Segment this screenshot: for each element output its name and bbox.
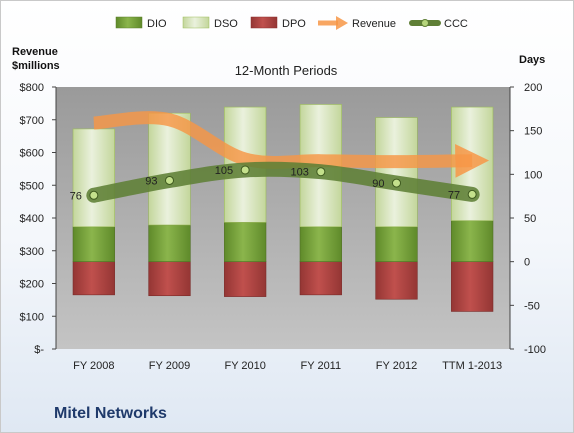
ccc-point	[467, 189, 477, 199]
bar-dpo	[299, 261, 342, 296]
chart-title: 12-Month Periods	[235, 63, 338, 78]
x-tick-label: TTM 1-2013	[442, 360, 502, 372]
legend-item-dso: DSO	[182, 16, 238, 30]
bar-dio	[375, 226, 418, 262]
ccc-line	[86, 161, 480, 203]
left-tick-label: $800	[20, 82, 44, 94]
right-axis-title: Days	[519, 54, 545, 66]
plot-area	[56, 87, 510, 349]
right-tick-label: 50	[524, 213, 536, 225]
left-tick-label: $400	[20, 213, 44, 225]
bar-dio	[72, 226, 115, 262]
ccc-point	[89, 190, 99, 200]
ccc-point	[165, 175, 174, 185]
right-tick-label: -100	[524, 344, 546, 356]
ccc-data-label: 103	[290, 167, 308, 179]
ccc-data-label: 90	[372, 178, 384, 190]
left-axis-title-line2: $millions	[12, 60, 60, 72]
left-tick-label: $300	[20, 246, 44, 258]
left-tick-label: $200	[20, 279, 44, 291]
legend-label-ccc: CCC	[444, 18, 468, 30]
legend-item-revenue: Revenue	[318, 16, 396, 30]
legend-item-ccc: CCC	[409, 18, 468, 30]
ccc-point	[316, 167, 326, 177]
bar-dpo	[72, 261, 115, 296]
left-axis: $- $100 $200 $300 $400 $500 $600 $700 $800	[20, 82, 57, 356]
ccc-data-label: 93	[145, 175, 157, 187]
bar-dpo	[148, 261, 191, 297]
ccc-data-label: 76	[70, 190, 82, 202]
bar-dpo	[451, 261, 494, 312]
x-tick-label: FY 2010	[224, 360, 265, 372]
ccc-data-label: 77	[448, 189, 460, 201]
ccc-data-label: 105	[215, 165, 233, 177]
right-tick-label: 0	[524, 257, 530, 269]
legend-label-dso: DSO	[214, 18, 238, 30]
legend-item-dio: DIO	[115, 16, 167, 30]
company-name: Mitel Networks	[54, 405, 167, 422]
legend: DIO DSO DPO Revenue CCC	[115, 16, 468, 30]
bar-dio	[451, 220, 494, 262]
right-tick-label: 150	[524, 126, 542, 138]
right-tick-label: 200	[524, 82, 542, 94]
ccc-series: 76 93 105 103 90 77	[70, 161, 480, 203]
legend-label-dio: DIO	[147, 18, 167, 30]
marker-icon	[421, 19, 429, 27]
right-tick-label: -50	[524, 300, 540, 312]
bar-dso	[72, 128, 115, 228]
ccc-point	[392, 178, 401, 188]
left-tick-label: $500	[20, 180, 44, 192]
bar-dpo	[375, 261, 418, 300]
left-tick-label: $700	[20, 115, 44, 127]
legend-item-dpo: DPO	[250, 16, 306, 30]
bar-dso	[375, 117, 418, 228]
right-tick-label: 100	[524, 169, 542, 181]
x-tick-label: FY 2008	[73, 360, 114, 372]
bar-dio	[224, 222, 267, 262]
x-tick-label: FY 2009	[149, 360, 190, 372]
left-axis-title-line1: Revenue	[12, 46, 58, 58]
bar-dio	[148, 224, 191, 262]
left-tick-label: $100	[20, 311, 44, 323]
x-axis: FY 2008 FY 2009 FY 2010 FY 2011 FY 2012 TTM 1…	[73, 360, 502, 372]
arrow-icon	[336, 16, 348, 30]
legend-label-dpo: DPO	[282, 18, 306, 30]
legend-label-revenue: Revenue	[352, 18, 396, 30]
ccc-point	[240, 165, 250, 175]
left-tick-label: $600	[20, 148, 44, 160]
right-axis: -100 -50 0 50 100 150 200	[509, 82, 546, 356]
bar-dio	[299, 226, 342, 262]
left-tick-label: $-	[34, 344, 44, 356]
bar-dpo	[224, 261, 267, 297]
x-tick-label: FY 2011	[301, 360, 342, 372]
x-tick-label: FY 2012	[376, 360, 417, 372]
